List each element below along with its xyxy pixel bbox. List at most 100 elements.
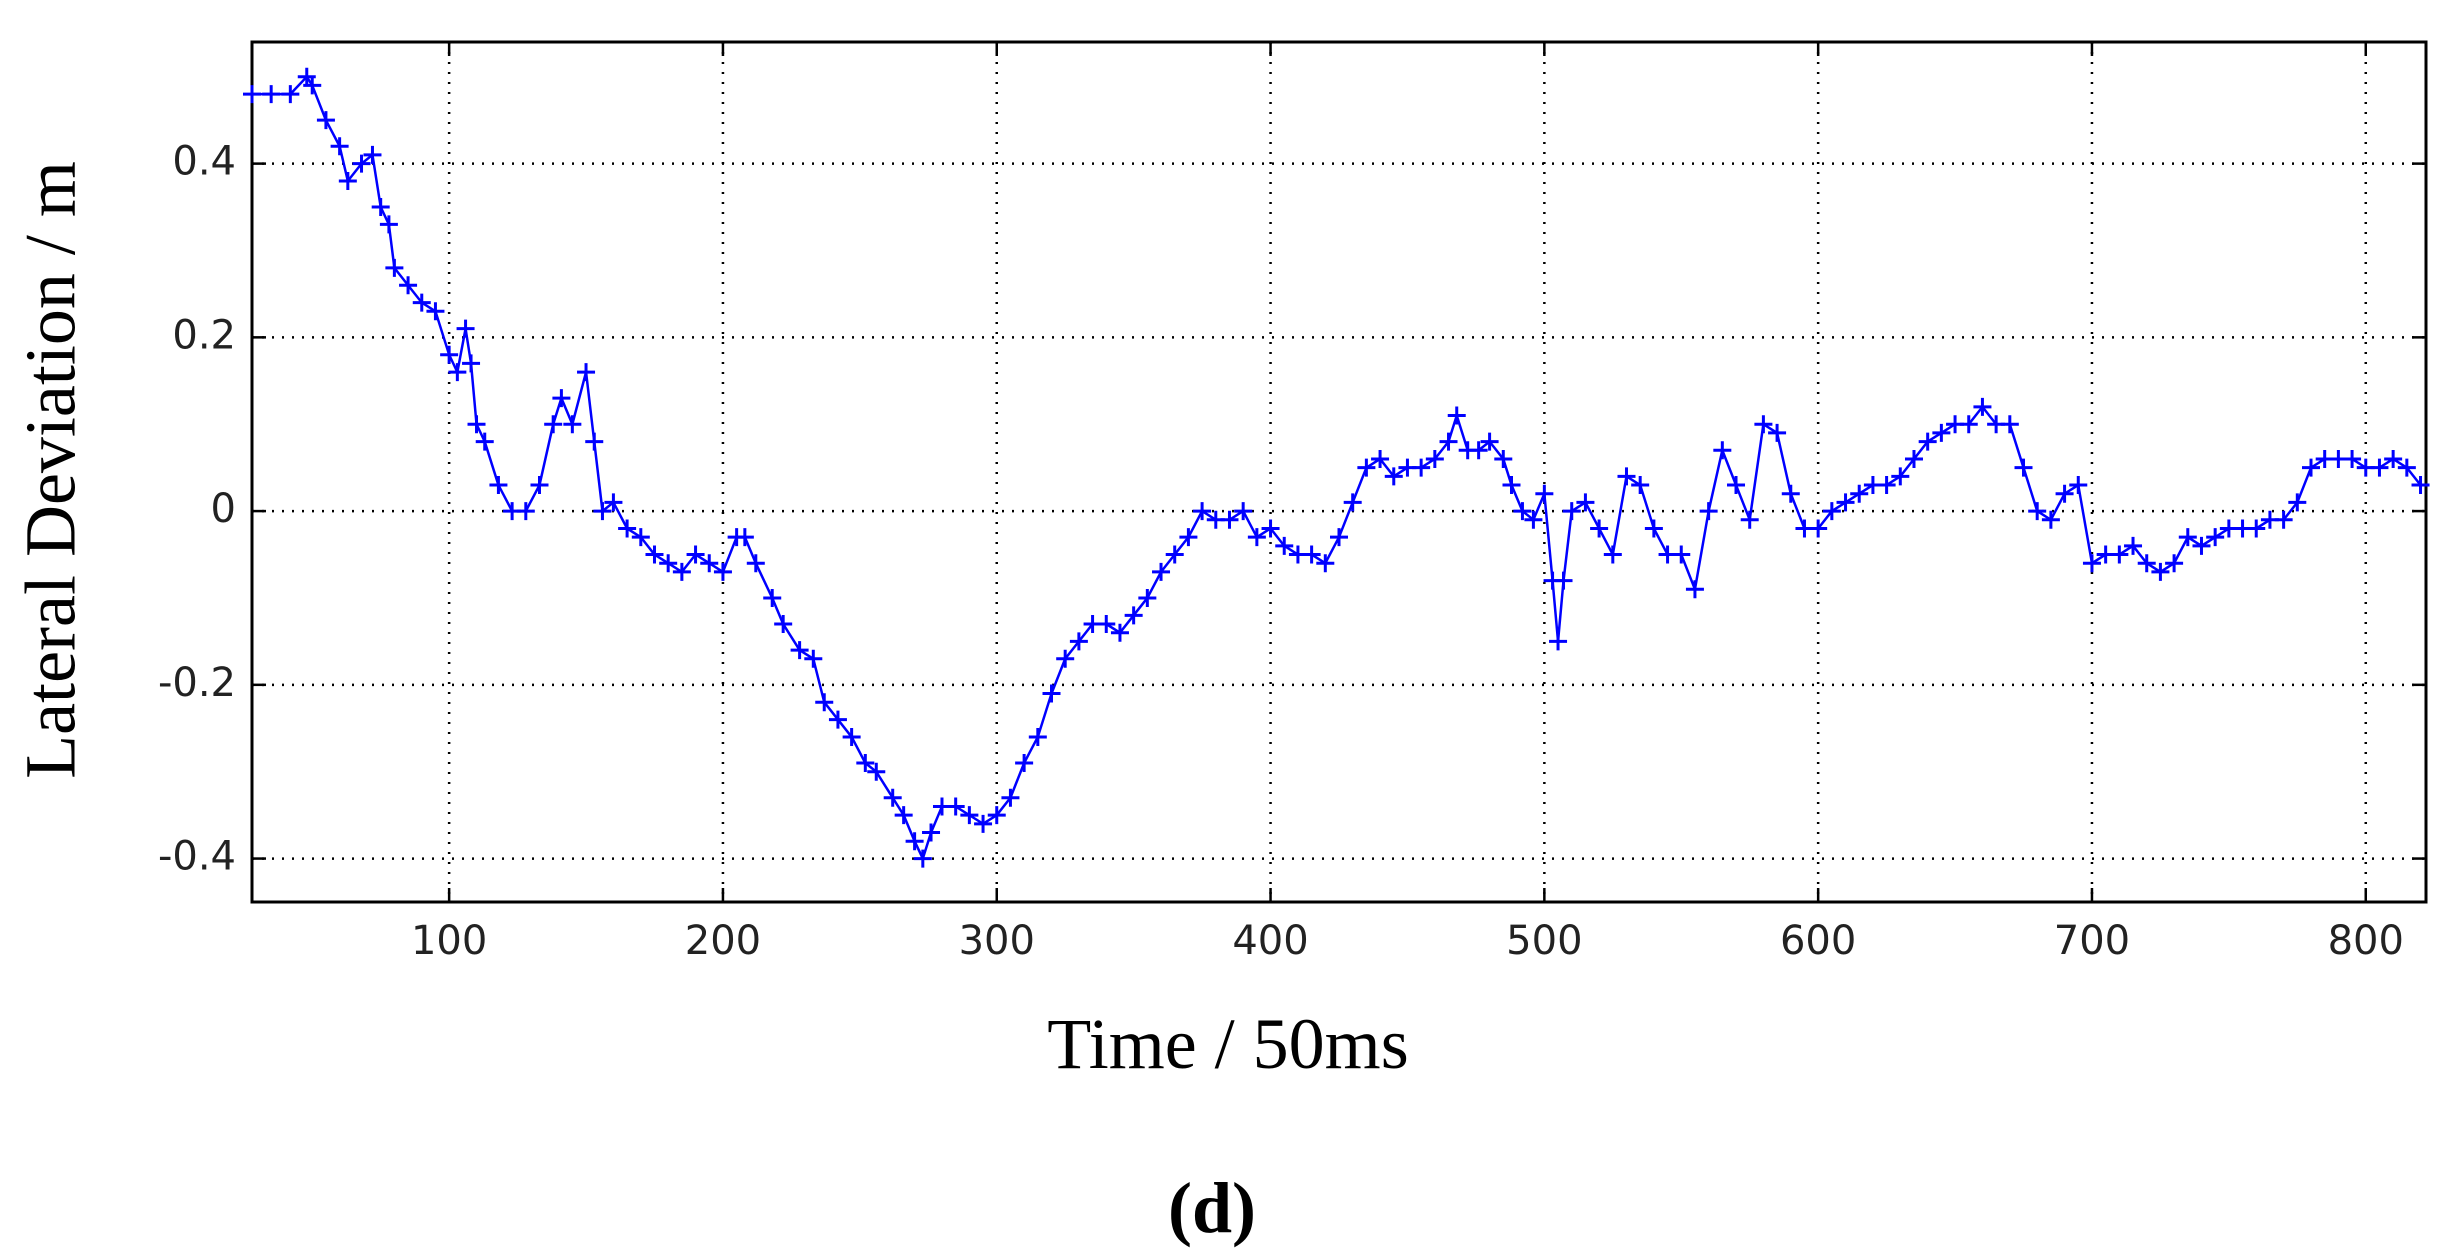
data-marker: [1713, 441, 1732, 460]
data-marker: [686, 545, 705, 564]
data-marker: [1330, 528, 1348, 547]
data-marker: [448, 363, 467, 382]
data-marker: [1261, 519, 1280, 538]
data-marker: [385, 258, 404, 277]
data-marker: [700, 554, 719, 573]
data-marker: [2178, 528, 2197, 547]
data-marker: [1302, 545, 1321, 564]
data-marker: [1631, 476, 1650, 495]
data-marker: [1015, 754, 1034, 773]
plot-frame: [250, 40, 2428, 904]
data-marker: [894, 806, 913, 825]
data-marker: [1644, 519, 1663, 538]
data-marker: [2137, 554, 2156, 573]
data-marker: [544, 415, 563, 434]
data-marker: [1768, 423, 1787, 442]
data-marker: [1918, 432, 1937, 451]
data-marker: [1822, 502, 1841, 521]
data-marker: [243, 85, 261, 104]
data-marker: [1877, 476, 1896, 495]
data-marker: [867, 762, 886, 781]
data-marker: [456, 319, 475, 338]
data-marker: [1727, 476, 1746, 495]
data-marker: [2028, 502, 2047, 521]
data-marker: [1836, 493, 1855, 512]
data-marker: [1412, 458, 1431, 477]
data-marker: [330, 137, 349, 156]
data-marker: [399, 276, 418, 295]
data-marker: [1439, 432, 1458, 451]
data-marker: [1069, 632, 1088, 651]
data-marker: [974, 814, 993, 833]
data-marker: [2014, 458, 2033, 477]
data-marker: [631, 528, 650, 547]
data-marker: [1384, 467, 1403, 486]
y-axis-label: Lateral Deviation / m: [11, 161, 91, 779]
data-marker: [987, 806, 1006, 825]
data-marker: [960, 806, 979, 825]
data-marker: [1562, 502, 1581, 521]
y-tick-label: 0.2: [172, 312, 236, 358]
data-marker: [281, 85, 300, 104]
data-marker: [828, 710, 847, 729]
plot-area: [252, 42, 2426, 902]
data-marker: [1480, 432, 1499, 451]
data-marker: [1891, 467, 1910, 486]
data-marker: [2343, 449, 2362, 468]
data-marker: [1685, 580, 1704, 599]
data-marker: [1124, 606, 1143, 625]
data-marker: [379, 215, 398, 234]
data-marker: [563, 415, 582, 434]
data-marker: [922, 823, 941, 842]
data-marker: [2110, 545, 2129, 564]
data-marker: [2165, 554, 2184, 573]
data-marker: [913, 849, 932, 868]
data-marker: [2411, 476, 2430, 495]
data-marker: [2397, 458, 2416, 477]
data-marker: [659, 554, 678, 573]
data-marker: [2192, 536, 2211, 555]
data-marker: [1425, 449, 1444, 468]
data-marker: [1316, 554, 1335, 573]
data-marker: [462, 354, 481, 373]
data-marker: [516, 502, 535, 521]
data-marker: [2041, 510, 2060, 529]
data-marker: [774, 615, 793, 634]
data-marker: [1549, 632, 1568, 651]
data-marker: [1371, 449, 1390, 468]
data-marker: [530, 476, 549, 495]
y-tick-label: -0.4: [158, 834, 236, 880]
x-tick-label: 100: [411, 918, 487, 964]
data-marker: [2384, 449, 2403, 468]
data-marker: [1469, 441, 1488, 460]
data-marker: [1220, 510, 1239, 529]
data-marker: [2069, 476, 2088, 495]
data-marker: [856, 754, 875, 773]
x-tick-label: 300: [959, 918, 1035, 964]
data-marker: [2247, 519, 2266, 538]
data-marker: [363, 145, 382, 164]
data-marker: [842, 727, 861, 746]
caption: (d): [1168, 1168, 1256, 1248]
x-tick-label: 800: [2328, 918, 2404, 964]
data-marker: [371, 198, 390, 217]
data-marker: [790, 641, 809, 660]
data-marker: [585, 432, 604, 451]
data-marker: [746, 554, 765, 573]
data-marker: [1028, 727, 1047, 746]
data-marker: [412, 293, 431, 312]
data-marker: [1809, 519, 1828, 538]
data-marker: [1932, 423, 1951, 442]
data-marker: [1097, 615, 1116, 634]
data-marker: [1275, 536, 1294, 555]
data-marker: [1179, 528, 1198, 547]
data-marker: [1535, 484, 1554, 503]
data-marker: [763, 588, 782, 607]
data-marker: [1234, 502, 1253, 521]
data-marker: [2000, 415, 2019, 434]
data-marker: [2206, 528, 2225, 547]
y-tick-label: -0.2: [158, 660, 236, 706]
data-marker: [946, 797, 965, 816]
data-marker: [1672, 545, 1691, 564]
data-marker: [2124, 536, 2143, 555]
